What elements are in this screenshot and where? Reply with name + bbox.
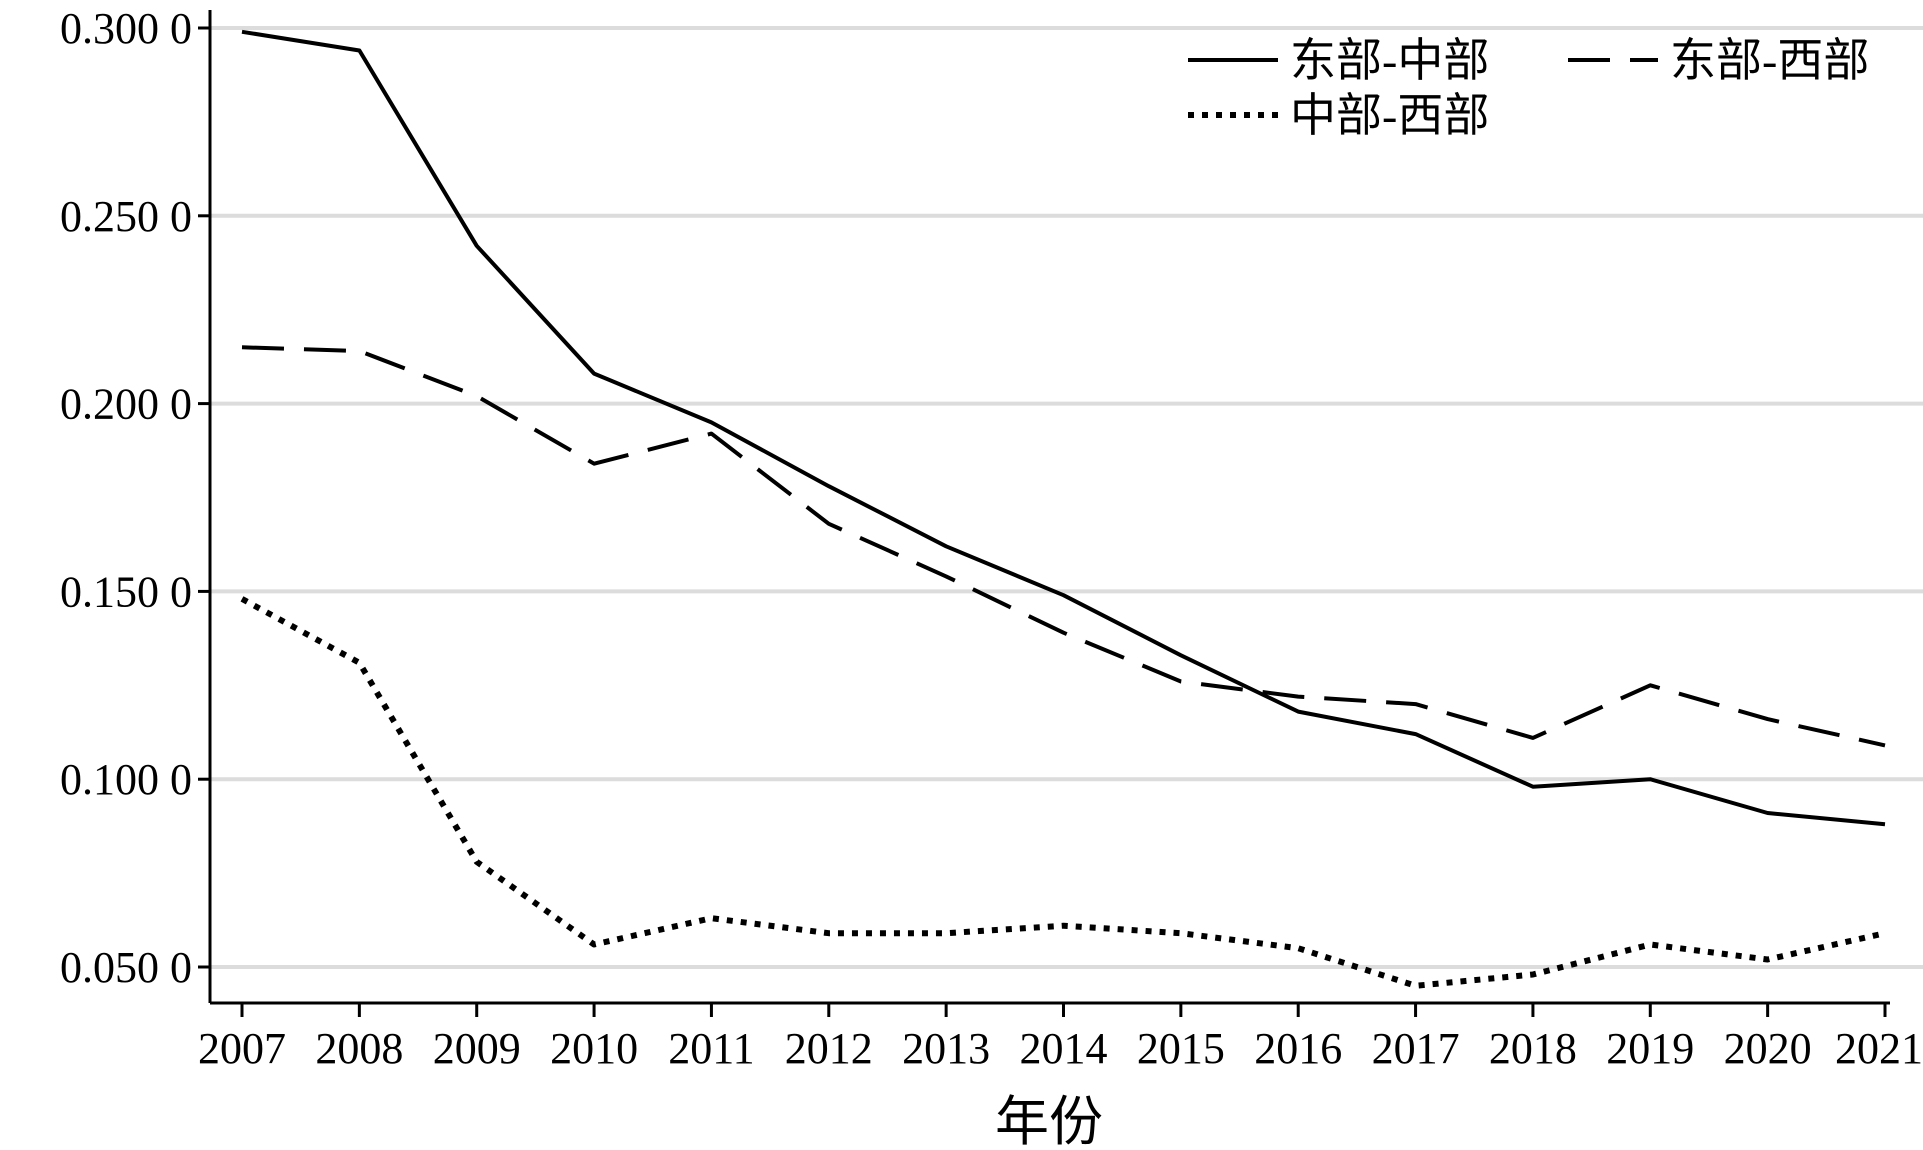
y-tick-label: 0.050 0 <box>60 943 192 992</box>
x-tick-label: 2015 <box>1137 1024 1225 1073</box>
x-tick-label: 2020 <box>1724 1024 1812 1073</box>
x-tick-label: 2013 <box>902 1024 990 1073</box>
x-tick-label: 2007 <box>198 1024 286 1073</box>
axes: 0.050 0 0.100 0 0.150 0 0.200 0 0.250 0 0.300… <box>60 4 1923 1073</box>
y-tick-label: 0.200 0 <box>60 380 192 429</box>
legend-label-1: 东部-中部 <box>1290 35 1489 86</box>
x-tick-label: 2021 <box>1835 1024 1923 1073</box>
x-tick-label: 2011 <box>668 1024 754 1073</box>
x-tick-label: 2018 <box>1489 1024 1577 1073</box>
y-tick-label: 0.150 0 <box>60 567 192 616</box>
legend-label-3: 中部-西部 <box>1290 90 1489 141</box>
gridlines <box>210 26 1923 969</box>
series-line-3 <box>240 596 1886 989</box>
series-line-1 <box>241 29 1886 827</box>
x-tick-label: 2017 <box>1372 1024 1460 1073</box>
x-tick-label: 2014 <box>1020 1024 1108 1073</box>
x-tick-label: 2016 <box>1254 1024 1342 1073</box>
x-tick-label: 2009 <box>433 1024 521 1073</box>
x-tick-label: 2012 <box>785 1024 873 1073</box>
x-tick-label: 2019 <box>1606 1024 1694 1073</box>
y-tick-label: 0.250 0 <box>60 192 192 241</box>
legend-label-2: 东部-西部 <box>1670 35 1869 86</box>
series-line-2 <box>241 345 1886 748</box>
y-tick-label: 0.100 0 <box>60 755 192 804</box>
x-axis-title: 年份 <box>995 1092 1103 1150</box>
y-tick-label: 0.300 0 <box>60 4 192 53</box>
x-tick-label: 2008 <box>315 1024 403 1073</box>
x-tick-label: 2010 <box>550 1024 638 1073</box>
series-lines <box>240 29 1886 989</box>
